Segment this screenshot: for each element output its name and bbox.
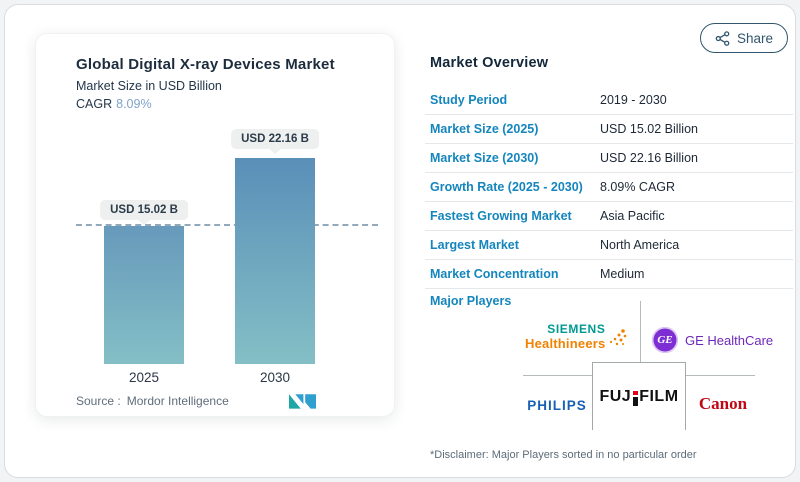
row-label: Growth Rate (2025 - 2030) bbox=[430, 180, 583, 194]
fujifilm-red-dot-i-icon bbox=[632, 390, 638, 406]
chart-title: Global Digital X-ray Devices Market bbox=[76, 56, 335, 73]
bar-value-label-2025: USD 15.02 B bbox=[100, 200, 188, 220]
share-button-label: Share bbox=[737, 30, 774, 46]
source-name: Mordor Intelligence bbox=[126, 394, 229, 408]
row-value: Medium bbox=[600, 267, 645, 281]
fujifilm-text-right: FILM bbox=[639, 387, 679, 405]
row-value: North America bbox=[600, 238, 680, 252]
row-label: Market Concentration bbox=[430, 267, 559, 281]
chart-cagr-line: CAGR 8.09% bbox=[76, 97, 152, 111]
cagr-label: CAGR bbox=[76, 97, 113, 111]
disclaimer-text: *Disclaimer: Major Players sorted in no … bbox=[430, 449, 697, 461]
source-line: Source : Mordor Intelligence bbox=[76, 394, 229, 408]
reference-dashed-line bbox=[76, 224, 378, 226]
row-value: Asia Pacific bbox=[600, 209, 665, 223]
market-overview-heading: Market Overview bbox=[430, 55, 549, 71]
overview-table: Study Period 2019 - 2030 Market Size (20… bbox=[425, 86, 793, 289]
row-label: Market Size (2030) bbox=[430, 151, 539, 165]
share-button[interactable]: Share bbox=[700, 23, 789, 53]
table-row-largest-market: Largest Market North America bbox=[425, 231, 793, 260]
ge-healthcare-logo: GE GE HealthCare bbox=[652, 327, 773, 353]
row-label: Fastest Growing Market bbox=[430, 209, 572, 223]
table-row-market-size-2025: Market Size (2025) USD 15.02 Billion bbox=[425, 115, 793, 144]
table-row-fastest-growing-market: Fastest Growing Market Asia Pacific bbox=[425, 202, 793, 231]
table-row-market-concentration: Market Concentration Medium bbox=[425, 260, 793, 289]
players-connector-vertical bbox=[640, 301, 641, 362]
ge-healthcare-logo-text: GE HealthCare bbox=[685, 332, 774, 348]
row-value: USD 22.16 Billion bbox=[600, 151, 698, 165]
x-axis-label-2030: 2030 bbox=[259, 370, 291, 385]
table-row-market-size-2030: Market Size (2030) USD 22.16 Billion bbox=[425, 144, 793, 173]
fujifilm-text-left: FUJ bbox=[599, 387, 632, 405]
fujifilm-logo-text: FUJ FILM bbox=[599, 388, 678, 406]
row-label: Market Size (2025) bbox=[430, 122, 539, 136]
cagr-value: 8.09% bbox=[116, 97, 152, 111]
table-row-study-period: Study Period 2019 - 2030 bbox=[425, 86, 793, 115]
source-label: Source : bbox=[76, 394, 121, 408]
siemens-healthineers-logo: SIEMENS Healthineers bbox=[525, 322, 627, 351]
siemens-logo-text: SIEMENS bbox=[547, 322, 606, 336]
table-row-growth-rate: Growth Rate (2025 - 2030) 8.09% CAGR bbox=[425, 173, 793, 202]
players-connector-right bbox=[686, 375, 755, 376]
row-value: USD 15.02 Billion bbox=[600, 122, 698, 136]
philips-logo-text: PHILIPS bbox=[527, 398, 587, 413]
row-value: 8.09% CAGR bbox=[600, 180, 676, 194]
players-connector-left bbox=[523, 375, 592, 376]
chart-subtitle: Market Size in USD Billion bbox=[76, 79, 222, 93]
row-value: 2019 - 2030 bbox=[600, 93, 667, 107]
row-label: Largest Market bbox=[430, 238, 519, 252]
share-icon bbox=[715, 30, 730, 46]
siemens-dots-icon bbox=[610, 328, 627, 345]
major-players-label: Major Players bbox=[430, 294, 512, 308]
canon-logo-text: Canon bbox=[698, 394, 748, 413]
healthineers-logo-text: Healthineers bbox=[525, 336, 606, 351]
row-label: Study Period bbox=[430, 93, 508, 107]
bar-2030[interactable] bbox=[235, 158, 315, 364]
bar-2025[interactable] bbox=[104, 226, 184, 364]
ge-monogram-icon: GE bbox=[652, 327, 678, 353]
report-card: Global Digital X-ray Devices Market Mark… bbox=[4, 4, 796, 478]
bar-value-label-2030: USD 22.16 B bbox=[231, 129, 319, 149]
x-axis-label-2025: 2025 bbox=[128, 370, 160, 385]
market-size-chart-card: Global Digital X-ray Devices Market Mark… bbox=[35, 33, 395, 417]
fujifilm-logo-box: FUJ FILM bbox=[592, 362, 686, 430]
mordor-intelligence-logo-icon bbox=[289, 394, 316, 409]
